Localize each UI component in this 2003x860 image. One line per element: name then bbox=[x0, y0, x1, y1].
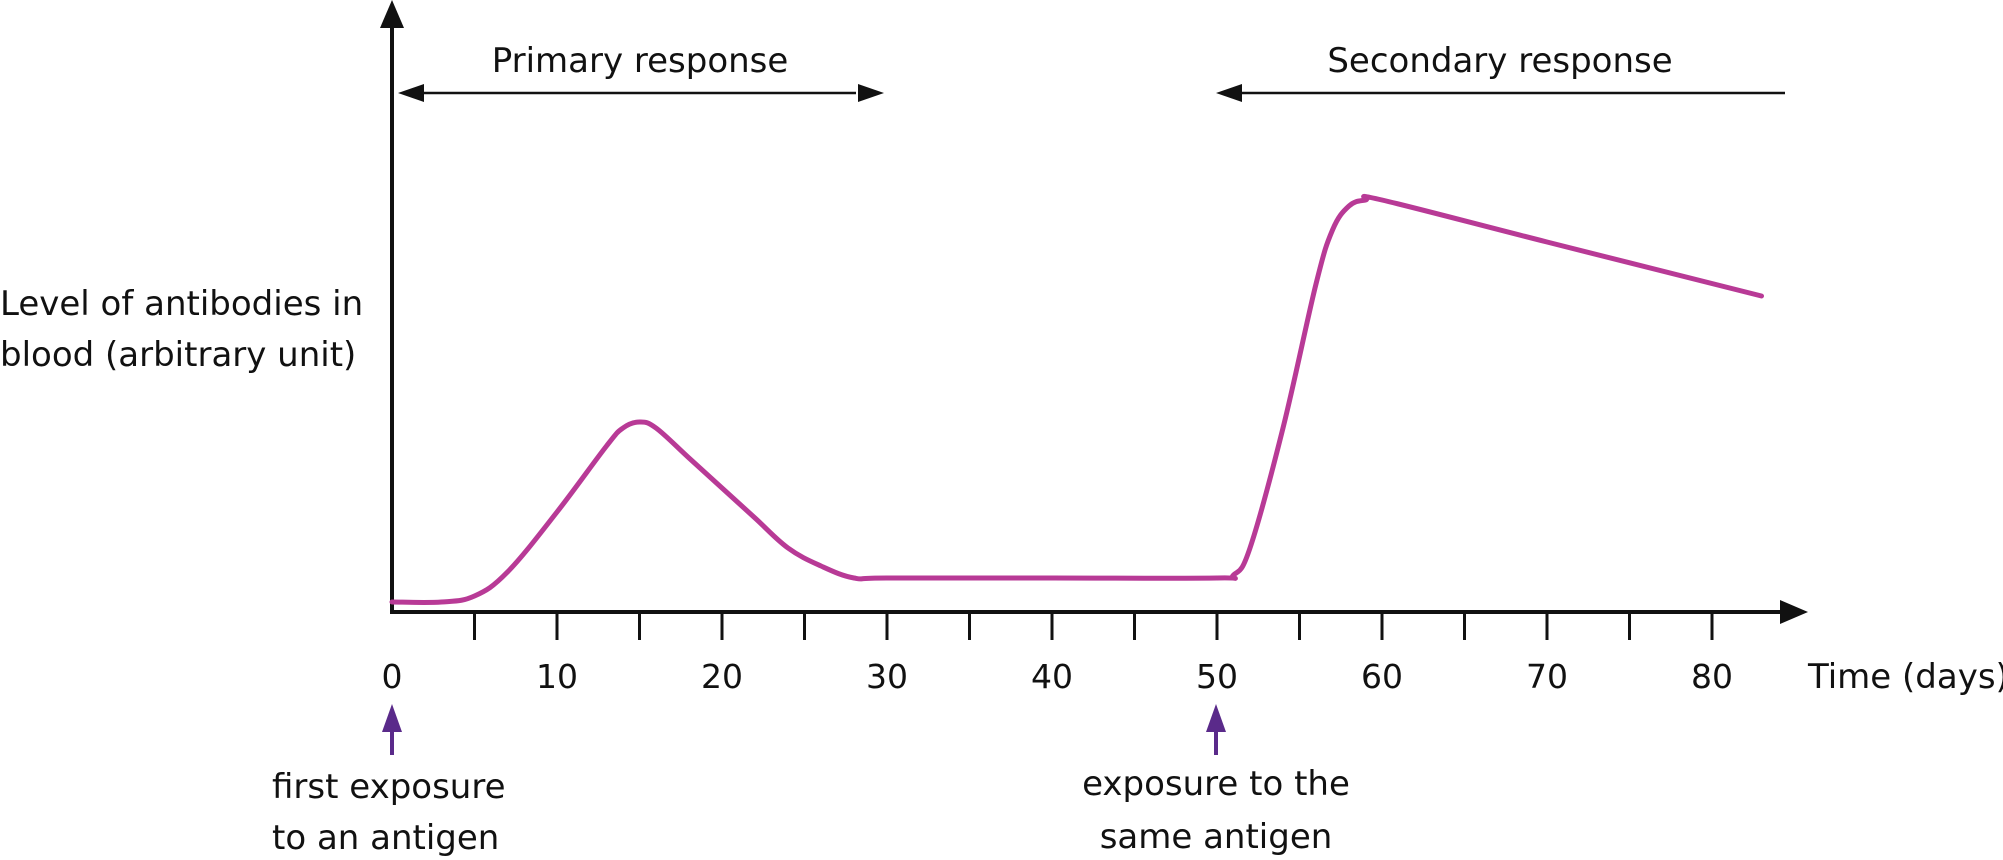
data-point-24 bbox=[1364, 198, 1368, 202]
first-exposure-marker: first exposure to an antigen bbox=[272, 704, 505, 858]
data-point-21 bbox=[1314, 282, 1318, 286]
x-tick-label-30: 30 bbox=[866, 657, 908, 696]
x-axis-tick-labels: 0 10 20 30 40 50 60 70 80 bbox=[382, 657, 1734, 696]
data-point-22 bbox=[1331, 228, 1335, 232]
data-point-27 bbox=[1760, 294, 1764, 298]
data-point-25 bbox=[1380, 198, 1384, 202]
second-exposure-arrowhead bbox=[1206, 704, 1226, 732]
data-point-9 bbox=[687, 456, 691, 460]
data-point-14 bbox=[852, 576, 856, 580]
x-tick-label-80: 80 bbox=[1691, 657, 1733, 696]
x-axis-ticks bbox=[473, 612, 1714, 640]
x-tick-label-60: 60 bbox=[1361, 657, 1403, 696]
data-point-10 bbox=[720, 486, 724, 490]
first-exposure-label-line-2: to an antigen bbox=[272, 818, 499, 858]
data-point-20 bbox=[1281, 426, 1285, 430]
data-point-17 bbox=[1215, 576, 1219, 580]
x-tick-label-40: 40 bbox=[1031, 657, 1073, 696]
x-axis-label: Time (days) bbox=[1807, 657, 2003, 697]
x-axis-arrowhead bbox=[1780, 600, 1808, 624]
secondary-response-arrow-left bbox=[1216, 84, 1242, 102]
data-point-12 bbox=[786, 546, 790, 550]
antibody-level-line bbox=[389, 193, 1764, 605]
data-point-2 bbox=[473, 594, 477, 598]
data-point-16 bbox=[1050, 576, 1054, 580]
data-point-3 bbox=[506, 570, 510, 574]
y-axis-label-line-1: Level of antibodies in bbox=[0, 284, 363, 324]
x-tick-label-50: 50 bbox=[1196, 657, 1238, 696]
primary-response-label: Primary response bbox=[492, 41, 789, 81]
data-point-15 bbox=[885, 576, 889, 580]
x-tick-label-70: 70 bbox=[1526, 657, 1568, 696]
y-axis-label-line-2: blood (arbitrary unit) bbox=[0, 335, 356, 375]
antibody-level-points bbox=[390, 198, 1764, 604]
data-point-4 bbox=[555, 510, 559, 514]
x-tick-label-10: 10 bbox=[536, 657, 578, 696]
data-point-26 bbox=[1545, 240, 1549, 244]
x-tick-label-20: 20 bbox=[701, 657, 743, 696]
data-point-19 bbox=[1248, 546, 1252, 550]
data-point-13 bbox=[819, 564, 823, 568]
second-exposure-marker: exposure to the same antigen bbox=[1082, 704, 1350, 857]
first-exposure-arrowhead bbox=[382, 704, 402, 732]
primary-response-arrow-left bbox=[398, 84, 424, 102]
y-axis-arrowhead bbox=[380, 0, 404, 28]
data-point-1 bbox=[440, 600, 444, 604]
secondary-response-label: Secondary response bbox=[1327, 41, 1672, 81]
second-exposure-label-line-2: same antigen bbox=[1100, 817, 1333, 857]
data-point-0 bbox=[390, 600, 394, 604]
first-exposure-label-line-1: first exposure bbox=[272, 767, 505, 807]
data-point-8 bbox=[654, 426, 658, 430]
data-point-23 bbox=[1347, 204, 1351, 208]
second-exposure-label-line-1: exposure to the bbox=[1082, 764, 1350, 804]
data-point-6 bbox=[621, 426, 625, 430]
primary-response-arrow-right bbox=[858, 84, 884, 102]
x-tick-label-0: 0 bbox=[382, 657, 403, 696]
data-point-7 bbox=[638, 420, 642, 424]
data-point-11 bbox=[753, 516, 757, 520]
data-point-18 bbox=[1232, 573, 1236, 577]
data-point-5 bbox=[605, 444, 609, 448]
